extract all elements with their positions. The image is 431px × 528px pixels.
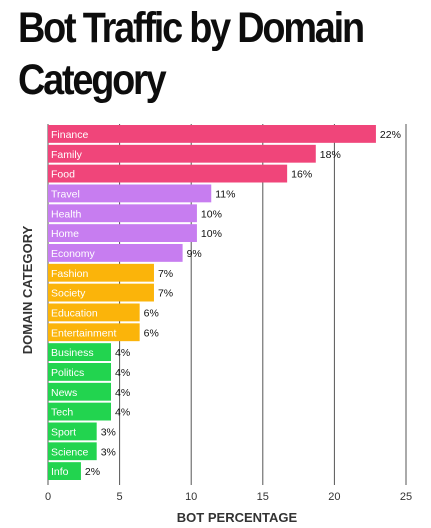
data-label-entertainment: 6% [144, 327, 159, 339]
data-label-science: 3% [101, 446, 116, 458]
chart-title: Bot Traffic by Domain Category [18, 4, 365, 104]
data-label-business: 4% [115, 347, 130, 359]
bar-category-label-travel: Travel [51, 188, 80, 200]
y-axis-title: DOMAIN CATEGORY [20, 225, 35, 354]
x-tick-label-15: 15 [257, 491, 269, 503]
x-axis-title: BOT PERCENTAGE [177, 510, 298, 525]
bar-home [48, 224, 197, 242]
bar-travel [48, 184, 212, 203]
data-label-tech: 4% [115, 407, 130, 419]
data-label-family: 18% [320, 149, 341, 161]
data-label-travel: 11% [215, 188, 235, 200]
x-tick-label-0: 0 [45, 491, 51, 503]
data-label-politics: 4% [115, 367, 130, 379]
bar-category-label-tech: Tech [51, 407, 73, 419]
bar-fashion [48, 263, 154, 282]
data-label-home: 10% [201, 228, 222, 240]
data-label-society: 7% [158, 288, 173, 300]
bar-family [48, 144, 316, 163]
data-label-fashion: 7% [158, 268, 173, 280]
bar-tech [48, 402, 112, 421]
x-axis-ticks: 0 5 10 15 20 25 [45, 491, 412, 503]
bar-category-label-health: Health [51, 208, 82, 220]
bar-category-label-science: Science [51, 446, 89, 458]
bar-category-label-food: Food [51, 169, 75, 181]
bar-category-label-home: Home [51, 228, 79, 240]
bar-society [48, 283, 154, 302]
data-label-info: 2% [85, 466, 100, 478]
bar-food [48, 164, 288, 183]
bar-entertainment [48, 323, 140, 342]
bar-category-label-fashion: Fashion [51, 268, 89, 280]
bar-category-label-education: Education [51, 307, 98, 319]
bar-category-label-politics: Politics [51, 367, 84, 379]
x-tick-label-10: 10 [185, 491, 197, 503]
bar-category-label-finance: Finance [51, 129, 89, 141]
bar-economy [48, 244, 183, 262]
x-tick-label-25: 25 [400, 491, 412, 503]
bar-category-label-society: Society [51, 288, 86, 300]
data-label-food: 16% [291, 169, 312, 181]
data-label-sport: 3% [101, 426, 116, 438]
data-label-health: 10% [201, 208, 222, 220]
bar-category-label-info: Info [51, 466, 69, 478]
bar-sport [48, 422, 97, 441]
bar-category-label-sport: Sport [51, 426, 76, 438]
bar-health [48, 204, 197, 223]
x-tick-label-20: 20 [328, 491, 340, 503]
bar-category-label-business: Business [51, 347, 94, 359]
bar-info [48, 462, 81, 480]
bar-business [48, 343, 112, 361]
bar-finance [48, 125, 376, 143]
x-tick-label-5: 5 [117, 491, 123, 503]
data-label-finance: 22% [380, 129, 401, 141]
bar-labels: Finance 22% Family 18% Food 16% Travel 11% Healt… [51, 129, 401, 478]
data-label-economy: 9% [187, 248, 202, 260]
bar-category-label-family: Family [51, 149, 83, 161]
data-label-education: 6% [144, 307, 159, 319]
bar-category-label-economy: Economy [51, 248, 96, 260]
bar-politics [48, 363, 112, 381]
bar-category-label-entertainment: Entertainment [51, 327, 116, 339]
bar-science [48, 442, 97, 461]
bars [48, 125, 376, 480]
bar-education [48, 303, 140, 322]
bar-news [48, 382, 112, 401]
data-label-news: 4% [115, 387, 130, 399]
bar-category-label-news: News [51, 387, 77, 399]
